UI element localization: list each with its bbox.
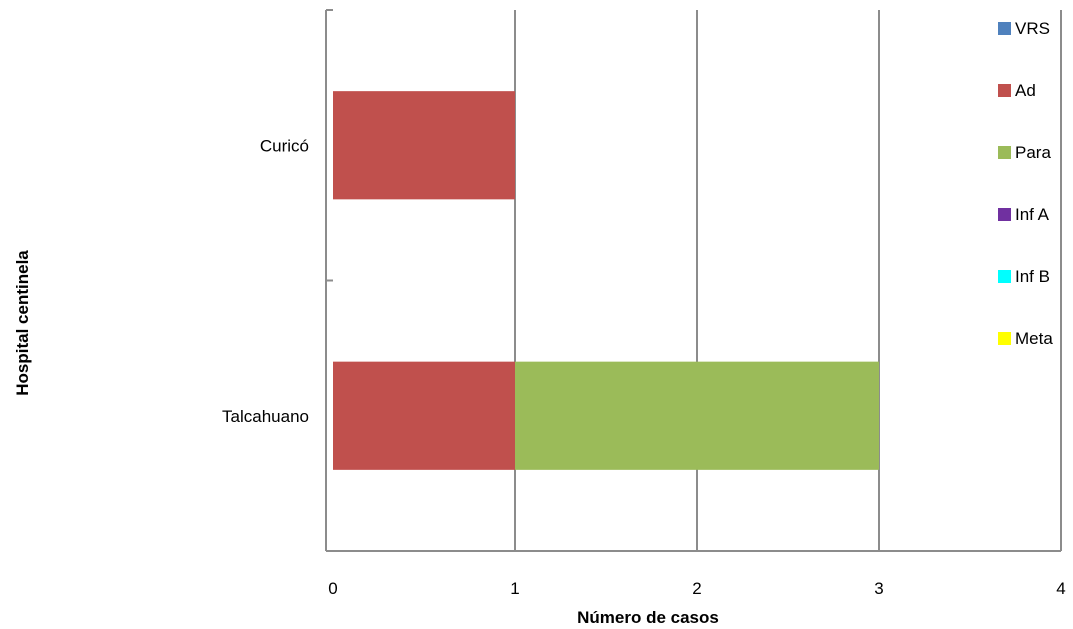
gridlines (514, 10, 1062, 551)
legend-swatch (998, 270, 1011, 283)
category-labels: Curicó Talcahuano (222, 136, 309, 426)
legend-swatch (998, 84, 1011, 97)
y-axis-title: Hospital centinela (13, 250, 32, 396)
legend-label: Meta (1015, 329, 1053, 348)
x-tick-label: 0 (328, 579, 337, 598)
axes (325, 9, 1061, 552)
legend-swatch (998, 22, 1011, 35)
x-tick-label: 4 (1056, 579, 1065, 598)
x-tick-labels: 0 1 2 3 4 (328, 579, 1065, 598)
x-tick-label: 1 (510, 579, 519, 598)
legend-label: Ad (1015, 81, 1036, 100)
category-label: Talcahuano (222, 407, 309, 426)
bars (333, 91, 879, 470)
bar-para (515, 361, 879, 470)
legend-label: Para (1015, 143, 1051, 162)
legend-label: VRS (1015, 19, 1050, 38)
legend: VRS Ad Para Inf A Inf B Meta (998, 19, 1053, 348)
legend-swatch (998, 332, 1011, 345)
bar-ad (333, 91, 515, 200)
x-tick-label: 2 (692, 579, 701, 598)
legend-label: Inf B (1015, 267, 1050, 286)
legend-label: Inf A (1015, 205, 1050, 224)
x-tick-label: 3 (874, 579, 883, 598)
category-label: Curicó (260, 136, 309, 155)
legend-swatch (998, 146, 1011, 159)
x-axis-title: Número de casos (577, 608, 719, 627)
legend-swatch (998, 208, 1011, 221)
bar-ad (333, 361, 515, 470)
